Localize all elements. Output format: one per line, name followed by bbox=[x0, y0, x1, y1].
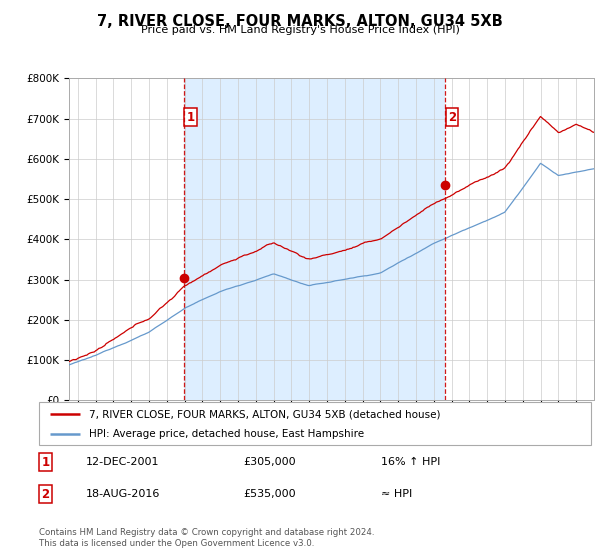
Text: 7, RIVER CLOSE, FOUR MARKS, ALTON, GU34 5XB: 7, RIVER CLOSE, FOUR MARKS, ALTON, GU34 … bbox=[97, 14, 503, 29]
Text: 2: 2 bbox=[41, 488, 50, 501]
Text: Contains HM Land Registry data © Crown copyright and database right 2024.
This d: Contains HM Land Registry data © Crown c… bbox=[39, 528, 374, 548]
Text: 12-DEC-2001: 12-DEC-2001 bbox=[86, 457, 160, 467]
Text: 16% ↑ HPI: 16% ↑ HPI bbox=[381, 457, 440, 467]
Text: £535,000: £535,000 bbox=[243, 489, 296, 500]
Text: 1: 1 bbox=[187, 110, 194, 124]
Text: 1: 1 bbox=[41, 456, 50, 469]
Text: Price paid vs. HM Land Registry's House Price Index (HPI): Price paid vs. HM Land Registry's House … bbox=[140, 25, 460, 35]
Text: HPI: Average price, detached house, East Hampshire: HPI: Average price, detached house, East… bbox=[89, 430, 364, 440]
Text: ≈ HPI: ≈ HPI bbox=[381, 489, 412, 500]
Bar bbox=[184, 78, 445, 400]
Text: 7, RIVER CLOSE, FOUR MARKS, ALTON, GU34 5XB (detached house): 7, RIVER CLOSE, FOUR MARKS, ALTON, GU34 … bbox=[89, 409, 440, 419]
Text: £305,000: £305,000 bbox=[243, 457, 296, 467]
Text: 2: 2 bbox=[448, 110, 456, 124]
Text: 18-AUG-2016: 18-AUG-2016 bbox=[86, 489, 160, 500]
